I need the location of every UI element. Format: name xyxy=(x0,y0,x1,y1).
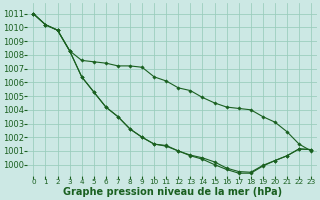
X-axis label: Graphe pression niveau de la mer (hPa): Graphe pression niveau de la mer (hPa) xyxy=(63,187,282,197)
